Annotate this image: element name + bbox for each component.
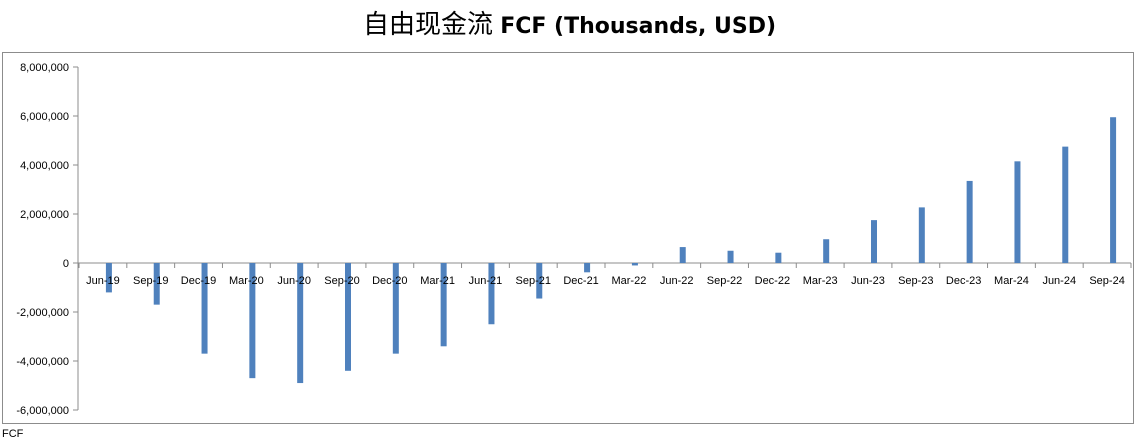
y-tick-label: -4,000,000	[16, 356, 69, 368]
bar	[440, 263, 447, 347]
chart-area: 8,000,000 6,000,000 4,000,000 2,000,000 0 -2,…	[2, 52, 1134, 424]
x-tick-label: Dec-21	[563, 275, 598, 287]
x-tick-label: Sep-22	[707, 275, 742, 287]
x-tick-label: Mar-20	[229, 275, 264, 287]
footer-text: FCF	[2, 428, 24, 440]
x-tick-label: Jun-19	[86, 275, 120, 287]
chart-title-chinese: 自由现金流	[362, 10, 493, 40]
x-tick-label: Dec-19	[181, 275, 216, 287]
x-tick-label: Dec-22	[755, 275, 790, 287]
bar	[153, 263, 160, 305]
x-tick-label: Mar-22	[611, 275, 646, 287]
bar	[584, 263, 591, 273]
x-tick-label: Jun-20	[277, 275, 311, 287]
bar	[105, 263, 112, 293]
bar	[966, 180, 973, 263]
y-tick-label: 0	[63, 258, 69, 270]
x-tick-label: Jun-21	[469, 275, 503, 287]
x-tick-label: Dec-23	[946, 275, 981, 287]
bar	[727, 250, 734, 263]
bar	[1062, 146, 1069, 263]
x-tick-label: Sep-21	[516, 275, 551, 287]
bar	[345, 263, 351, 371]
bar	[1014, 161, 1021, 263]
y-tick-label: 2,000,000	[20, 209, 69, 221]
y-tick-label: -2,000,000	[16, 307, 69, 319]
chart-title-english: FCF (Thousands, USD)	[500, 14, 777, 39]
bar	[249, 263, 256, 379]
y-tick-label: 6,000,000	[20, 111, 69, 123]
x-tick-label: Jun-23	[851, 275, 885, 287]
bar	[201, 263, 208, 354]
x-tick-label: Mar-21	[420, 275, 455, 287]
bar	[918, 207, 925, 263]
bar	[488, 263, 495, 325]
x-tick-label: Sep-24	[1089, 275, 1124, 287]
x-tick-label: Dec-20	[372, 275, 407, 287]
bar	[823, 239, 830, 263]
x-tick-label: Sep-19	[133, 275, 168, 287]
chart-title: 自由现金流 FCF (Thousands, USD)	[0, 6, 1139, 45]
bar	[392, 263, 399, 354]
x-tick-label: Jun-24	[1042, 275, 1076, 287]
x-tick-label: Mar-23	[803, 275, 838, 287]
y-tick-label: -6,000,000	[16, 405, 69, 417]
x-tick-label: Sep-20	[324, 275, 359, 287]
y-tick-label: 8,000,000	[20, 62, 69, 74]
bar	[1110, 117, 1117, 263]
x-tick-label: Jun-22	[660, 275, 694, 287]
bar	[679, 247, 686, 263]
y-tick-label: 4,000,000	[20, 160, 69, 172]
x-tick-label: Mar-24	[994, 275, 1029, 287]
bar-chart-svg: 8,000,000 6,000,000 4,000,000 2,000,000 0 -2,…	[16, 62, 1132, 417]
x-tick-label: Sep-23	[898, 275, 933, 287]
bar	[871, 220, 877, 263]
bar	[775, 252, 782, 263]
bar	[536, 263, 543, 299]
bar	[631, 263, 638, 266]
bar	[297, 263, 304, 384]
